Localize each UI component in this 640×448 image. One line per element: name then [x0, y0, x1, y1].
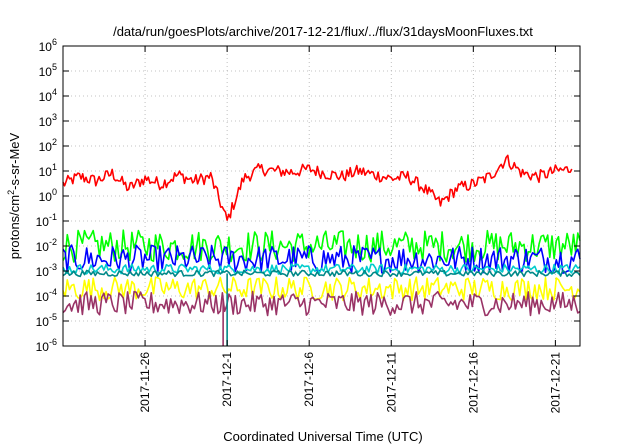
x-tick-label: 2017-12-16	[466, 352, 480, 414]
y-tick-exp: -1	[49, 212, 57, 222]
y-tick-exp: 1	[52, 162, 57, 172]
y-tick-exp: -5	[49, 312, 57, 322]
y-tick-label: 10-2	[36, 237, 57, 254]
series-line	[62, 154, 573, 221]
y-tick-label: 10-3	[36, 262, 57, 279]
y-tick-exp: -2	[49, 237, 57, 247]
y-tick-label: 10-1	[36, 212, 57, 229]
y-axis-label: protons/cm2-s-sr-MeV	[6, 132, 22, 259]
series-line	[62, 276, 581, 302]
y-tick-label: 103	[39, 112, 57, 129]
y-axis-label-base: protons/cm	[7, 195, 22, 259]
y-tick-base: 10	[36, 215, 50, 229]
y-tick-label: 106	[39, 37, 57, 54]
y-tick-base: 10	[36, 315, 50, 329]
y-tick-label: 102	[39, 137, 57, 154]
y-tick-base: 10	[39, 140, 53, 154]
y-tick-base: 10	[39, 65, 53, 79]
y-tick-label: 10-4	[36, 287, 57, 304]
y-tick-label: 100	[39, 187, 57, 204]
series-line	[62, 269, 581, 278]
y-tick-exp: 3	[52, 112, 57, 122]
x-tick-label: 2017-11-26	[138, 352, 152, 413]
y-tick-label: 105	[39, 62, 57, 79]
y-axis: 10-610-510-410-310-210-11001011021031041…	[36, 37, 580, 354]
y-tick-label: 104	[39, 87, 57, 104]
y-tick-base: 10	[36, 290, 50, 304]
y-tick-base: 10	[36, 240, 50, 254]
y-axis-label-sup: 2	[6, 190, 16, 195]
x-axis: 2017-11-26 2017-12-1 2017-12-6 2017-12-11 20…	[138, 46, 562, 413]
y-tick-base: 10	[39, 90, 53, 104]
y-tick-exp: 5	[52, 62, 57, 72]
y-tick-label: 10-5	[36, 312, 57, 329]
y-tick-label: 101	[39, 162, 57, 179]
y-tick-base: 10	[39, 40, 53, 54]
y-tick-base: 10	[36, 265, 50, 279]
y-tick-base: 10	[36, 340, 50, 354]
y-tick-exp: -6	[49, 337, 57, 347]
series-layer	[62, 154, 581, 346]
y-tick-base: 10	[39, 115, 53, 129]
x-tick-label: 2017-12-21	[548, 352, 562, 414]
chart-title: /data/run/goesPlots/archive/2017-12-21/f…	[113, 24, 533, 39]
y-tick-exp: -3	[49, 262, 57, 272]
y-tick-exp: 4	[52, 87, 57, 97]
x-tick-label: 2017-12-1	[220, 352, 234, 407]
x-axis-label: Coordinated Universal Time (UTC)	[223, 429, 422, 444]
y-axis-label-rest: -s-sr-MeV	[7, 132, 22, 189]
y-tick-exp: 2	[52, 137, 57, 147]
y-tick-base: 10	[39, 190, 53, 204]
y-tick-exp: 0	[52, 187, 57, 197]
y-tick-exp: 6	[52, 37, 57, 47]
x-tick-label: 2017-12-11	[384, 352, 398, 413]
y-tick-label: 10-6	[36, 337, 57, 354]
series-line	[62, 263, 581, 275]
y-tick-base: 10	[39, 165, 53, 179]
x-tick-label: 2017-12-6	[302, 352, 316, 407]
series-line	[62, 290, 581, 317]
series-line	[62, 229, 581, 263]
y-tick-exp: -4	[49, 287, 57, 297]
